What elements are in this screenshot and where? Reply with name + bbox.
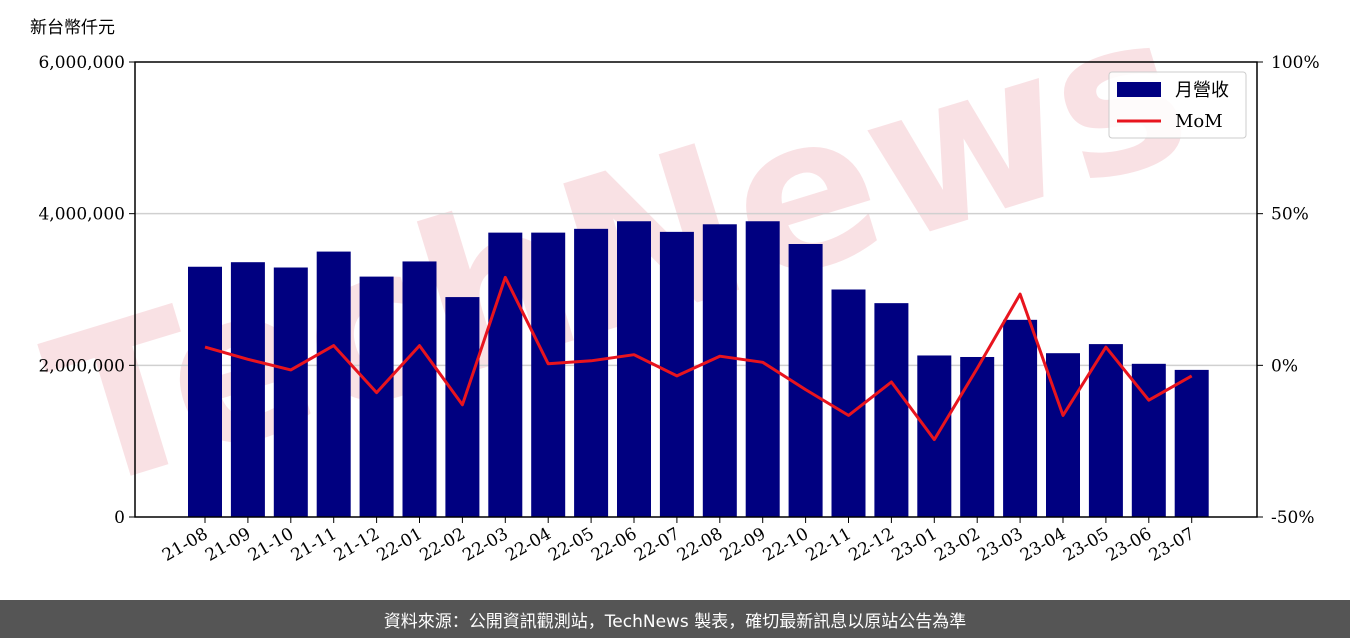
x-tick-label: 22-01 xyxy=(374,524,426,566)
revenue-bar xyxy=(316,251,351,518)
revenue-bar xyxy=(1088,344,1123,517)
y2-tick-label: 100% xyxy=(1271,53,1320,73)
revenue-bar xyxy=(402,261,437,517)
legend-bar-swatch xyxy=(1117,82,1161,97)
mom-line xyxy=(204,275,1193,442)
revenue-bar xyxy=(788,244,823,517)
x-tick-label: 22-11 xyxy=(803,524,855,566)
y2-tick-label: 0% xyxy=(1271,356,1298,376)
x-tick-label: 22-04 xyxy=(502,524,554,566)
y-tick-label: 6,000,000 xyxy=(38,53,125,73)
x-tick-label: 22-03 xyxy=(459,524,511,566)
mom-line-layer xyxy=(204,275,1193,442)
x-tick-label: 21-10 xyxy=(245,524,297,566)
revenue-bar xyxy=(874,303,909,517)
x-tick-label: 23-06 xyxy=(1103,524,1155,566)
x-tick-label: 22-02 xyxy=(416,524,468,566)
y2-tick-label: -50% xyxy=(1271,508,1315,528)
revenue-bar xyxy=(445,297,480,517)
revenue-bar xyxy=(188,266,222,517)
revenue-bar xyxy=(831,289,866,517)
revenue-bar xyxy=(960,356,995,517)
x-tick-label: 22-09 xyxy=(717,524,769,566)
bars xyxy=(188,221,1209,518)
revenue-bar xyxy=(359,276,394,517)
y-tick-label: 4,000,000 xyxy=(38,205,125,225)
revenue-bar xyxy=(273,267,308,517)
revenue-bar xyxy=(617,221,651,517)
x-tick-label: 23-01 xyxy=(888,524,940,566)
revenue-bar xyxy=(230,262,265,517)
x-tick-label: 22-06 xyxy=(588,524,640,566)
x-tick-label: 23-02 xyxy=(931,524,983,566)
y-tick-label: 2,000,000 xyxy=(38,356,125,376)
x-tick-label: 22-05 xyxy=(545,524,597,566)
legend: 月營收 MoM xyxy=(1108,71,1247,139)
source-footer: 資料來源：公開資訊觀測站，TechNews 製表，確切最新訊息以原站公告為準 xyxy=(0,600,1350,638)
revenue-bar xyxy=(702,224,737,518)
revenue-bar xyxy=(1131,363,1166,517)
chart: TechNews 02,000,0004,000,0006,000,000-50… xyxy=(24,0,1320,566)
x-tick-label: 23-07 xyxy=(1146,524,1198,566)
legend-label-revenue: 月營收 xyxy=(1175,80,1229,101)
x-tick-label: 22-10 xyxy=(760,524,812,566)
revenue-bar xyxy=(488,232,523,517)
revenue-bar xyxy=(531,232,566,517)
revenue-bar xyxy=(1174,369,1209,517)
x-tick-label: 21-09 xyxy=(202,524,254,566)
x-tick-label: 22-12 xyxy=(845,524,897,566)
x-tick-label: 22-08 xyxy=(674,524,726,566)
revenue-bar xyxy=(1003,319,1038,517)
x-tick-label: 23-03 xyxy=(974,524,1026,566)
x-tick-label: 21-08 xyxy=(159,524,211,566)
plot-frame xyxy=(134,61,1258,518)
x-tick-label: 21-11 xyxy=(288,524,340,566)
y2-tick-label: 50% xyxy=(1271,205,1309,225)
x-tick-label: 23-04 xyxy=(1017,524,1069,566)
revenue-bar xyxy=(917,355,952,517)
x-tick-label: 21-12 xyxy=(331,524,383,566)
legend-label-mom: MoM xyxy=(1175,111,1223,132)
y-unit-label: 新台幣仟元 xyxy=(30,18,115,38)
revenue-bar xyxy=(574,228,609,518)
x-tick-label: 22-07 xyxy=(631,524,683,566)
y-tick-label: 0 xyxy=(114,508,125,528)
x-tick-label: 23-05 xyxy=(1060,524,1112,566)
